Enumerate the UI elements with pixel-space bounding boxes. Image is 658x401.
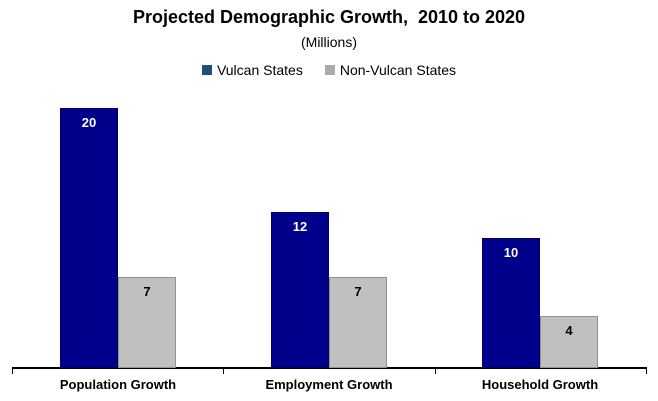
legend-label-vulcan: Vulcan States bbox=[216, 62, 303, 78]
x-axis-tick bbox=[12, 367, 13, 374]
bar-vulcan-states-population-growth: 20 bbox=[60, 108, 118, 368]
bar-value-label: 7 bbox=[143, 284, 151, 299]
category-label-employment-growth: Employment Growth bbox=[265, 377, 393, 392]
bar-value-label: 10 bbox=[503, 245, 519, 260]
chart-subtitle: (Millions) bbox=[301, 34, 357, 50]
legend-item-non-vulcan-states: Non-Vulcan States bbox=[324, 62, 457, 78]
bar-value-label: 12 bbox=[292, 219, 308, 234]
bar-value-label: 7 bbox=[354, 284, 362, 299]
x-axis-tick bbox=[646, 367, 647, 374]
bar-non-vulcan-states-employment-growth: 7 bbox=[329, 277, 387, 368]
x-axis-line bbox=[12, 367, 646, 369]
category-label-household-growth: Household Growth bbox=[481, 377, 599, 392]
x-axis-tick bbox=[223, 367, 224, 374]
category-label-population-growth: Population Growth bbox=[59, 377, 177, 392]
legend-item-vulcan-states: Vulcan States bbox=[201, 62, 303, 78]
chart-title: Projected Demographic Growth, 2010 to 20… bbox=[132, 7, 526, 27]
chart-legend: Vulcan States Non-Vulcan States bbox=[0, 62, 658, 78]
bar-value-label: 20 bbox=[81, 115, 97, 130]
bar-non-vulcan-states-household-growth: 4 bbox=[540, 316, 598, 368]
legend-swatch-vulcan-icon bbox=[201, 65, 212, 75]
legend-swatch-non-vulcan-icon bbox=[324, 65, 335, 75]
legend-label-non-vulcan: Non-Vulcan States bbox=[339, 62, 457, 78]
bar-vulcan-states-household-growth: 10 bbox=[482, 238, 540, 368]
bar-vulcan-states-employment-growth: 12 bbox=[271, 212, 329, 368]
bar-non-vulcan-states-population-growth: 7 bbox=[118, 277, 176, 368]
x-axis-tick bbox=[435, 367, 436, 374]
bar-value-label: 4 bbox=[565, 323, 573, 338]
